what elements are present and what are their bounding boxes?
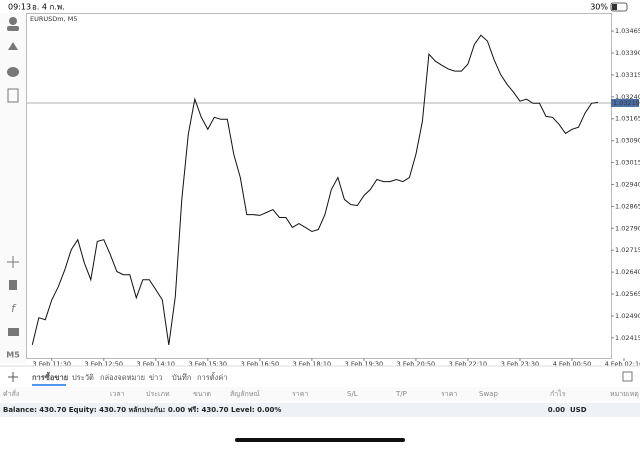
x-tick-label: 3 Feb 18:10 bbox=[293, 360, 332, 368]
x-tick-label: 3 Feb 16:50 bbox=[241, 360, 280, 368]
new-order-icon[interactable] bbox=[7, 88, 19, 103]
column-header: ขนาด bbox=[193, 390, 211, 398]
table-header bbox=[0, 387, 640, 401]
y-tick-label: 1.02415 bbox=[615, 334, 640, 342]
x-tick-label: 3 Feb 22:10 bbox=[449, 360, 488, 368]
column-header: สัญลักษณ์ bbox=[230, 390, 260, 398]
y-tick-label: 1.03390 bbox=[615, 49, 640, 57]
status-battery: 30% bbox=[590, 3, 608, 12]
tab[interactable]: การซื้อขาย bbox=[32, 371, 68, 382]
balance-row bbox=[0, 403, 640, 417]
trade-icon[interactable] bbox=[8, 42, 18, 50]
battery-level bbox=[612, 4, 617, 10]
objects-icon[interactable] bbox=[8, 328, 19, 336]
current-price-tag bbox=[611, 98, 639, 107]
timeframe-button[interactable]: M5 bbox=[6, 351, 20, 360]
column-header: T/P bbox=[395, 390, 407, 398]
status-date: อ. 4 ก.พ. bbox=[32, 3, 65, 12]
x-tick-label: 3 Feb 11:30 bbox=[33, 360, 72, 368]
x-tick-label: 3 Feb 12:50 bbox=[85, 360, 124, 368]
status-time: 09:13 bbox=[8, 3, 31, 12]
y-tick-label: 1.03015 bbox=[615, 159, 640, 167]
account-summary: Balance: 430.70 Equity: 430.70 หลักประกั… bbox=[3, 406, 281, 414]
chart-title: EURUSDm, M5 bbox=[30, 15, 77, 23]
column-header: ราคา bbox=[441, 390, 457, 398]
column-header: Swap bbox=[479, 390, 498, 398]
y-tick-label: 1.02640 bbox=[615, 268, 640, 276]
current-price-label: 1.03219 bbox=[613, 99, 640, 107]
x-tick-label: 3 Feb 15:30 bbox=[189, 360, 228, 368]
crosshair-icon[interactable] bbox=[7, 256, 19, 268]
y-tick-label: 1.02940 bbox=[615, 180, 640, 188]
y-tick-label: 1.03465 bbox=[615, 27, 640, 35]
column-header: หมายเหตุ bbox=[610, 390, 639, 398]
y-tick-label: 1.02490 bbox=[615, 312, 640, 320]
column-header: S/L bbox=[347, 390, 358, 398]
y-tick-label: 1.02565 bbox=[615, 290, 640, 298]
y-tick-label: 1.03165 bbox=[615, 115, 640, 123]
tab[interactable]: การตั้งค่า bbox=[197, 372, 228, 382]
chart-frame bbox=[26, 13, 612, 359]
column-header: กำไร bbox=[550, 389, 566, 398]
y-tick-label: 1.02715 bbox=[615, 246, 640, 254]
chat-icon[interactable] bbox=[7, 67, 19, 77]
indicators-icon[interactable]: f bbox=[11, 302, 17, 315]
x-tick-label: 4 Feb 02:10 bbox=[605, 360, 640, 368]
column-header: คำสั่ง bbox=[3, 389, 19, 398]
y-tick-label: 1.02790 bbox=[615, 224, 640, 232]
account-profit: 0.00 bbox=[548, 406, 565, 414]
chart-type-icon[interactable] bbox=[9, 280, 17, 290]
panel-toggle[interactable] bbox=[622, 371, 633, 382]
price-line bbox=[31, 34, 599, 346]
account-icon[interactable] bbox=[9, 17, 17, 25]
tab[interactable]: กล่องจดหมาย bbox=[100, 373, 145, 382]
account-currency: USD bbox=[570, 406, 587, 414]
tab[interactable]: ประวัติ bbox=[72, 373, 94, 382]
add-button[interactable] bbox=[8, 372, 18, 382]
x-tick-label: 3 Feb 14:10 bbox=[137, 360, 176, 368]
column-header: ประเภท bbox=[146, 390, 170, 398]
column-header: เวลา bbox=[110, 390, 125, 398]
column-header: ราคา bbox=[292, 390, 308, 398]
y-tick-label: 1.03315 bbox=[615, 71, 640, 79]
x-tick-label: 3 Feb 20:50 bbox=[397, 360, 436, 368]
home-indicator bbox=[235, 438, 405, 442]
x-tick-label: 4 Feb 00:50 bbox=[553, 360, 592, 368]
account-icon-body bbox=[7, 26, 19, 31]
y-tick-label: 1.02865 bbox=[615, 202, 640, 210]
y-tick-label: 1.03090 bbox=[615, 137, 640, 145]
tab[interactable]: บันทึก bbox=[172, 373, 191, 382]
battery-icon bbox=[610, 2, 628, 12]
y-tick-label: 1.03240 bbox=[615, 93, 640, 101]
tab[interactable]: ข่าว bbox=[149, 373, 163, 382]
x-tick-label: 3 Feb 23:30 bbox=[501, 360, 540, 368]
x-tick-label: 3 Feb 19:30 bbox=[345, 360, 384, 368]
